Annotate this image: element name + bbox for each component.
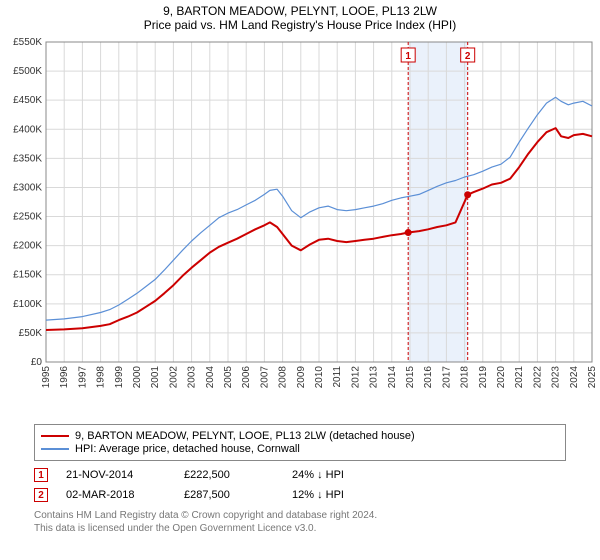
svg-text:£350K: £350K — [13, 153, 42, 164]
svg-text:£200K: £200K — [13, 241, 42, 252]
svg-text:2018: 2018 — [460, 366, 471, 389]
svg-text:2000: 2000 — [132, 366, 143, 389]
legend-item: HPI: Average price, detached house, Corn… — [41, 443, 559, 455]
marker-note: 24% ↓ HPI — [292, 469, 412, 481]
svg-text:£100K: £100K — [13, 299, 42, 310]
footer-line: This data is licensed under the Open Gov… — [34, 522, 566, 535]
svg-text:2009: 2009 — [296, 366, 307, 389]
marker-date: 21-NOV-2014 — [66, 469, 166, 481]
svg-text:1997: 1997 — [77, 366, 88, 389]
marker-date: 02-MAR-2018 — [66, 489, 166, 501]
svg-text:1998: 1998 — [96, 366, 107, 389]
svg-text:2012: 2012 — [350, 366, 361, 389]
svg-text:£550K: £550K — [13, 37, 42, 48]
marker-badge: 1 — [34, 468, 48, 482]
svg-text:2013: 2013 — [369, 366, 380, 389]
marker-price: £222,500 — [184, 469, 274, 481]
legend-item: 9, BARTON MEADOW, PELYNT, LOOE, PL13 2LW… — [41, 430, 559, 442]
svg-text:£250K: £250K — [13, 212, 42, 223]
marker-note: 12% ↓ HPI — [292, 489, 412, 501]
svg-text:2001: 2001 — [150, 366, 161, 389]
footer-line: Contains HM Land Registry data © Crown c… — [34, 509, 566, 522]
legend-swatch — [41, 448, 69, 450]
chart-subtitle: Price paid vs. HM Land Registry's House … — [0, 18, 600, 36]
svg-text:1: 1 — [405, 51, 411, 62]
svg-text:£300K: £300K — [13, 182, 42, 193]
svg-text:2005: 2005 — [223, 366, 234, 389]
svg-text:2: 2 — [465, 51, 471, 62]
svg-text:£150K: £150K — [13, 270, 42, 281]
svg-text:2023: 2023 — [551, 366, 562, 389]
svg-text:2007: 2007 — [259, 366, 270, 389]
svg-text:2022: 2022 — [532, 366, 543, 389]
svg-text:2014: 2014 — [387, 366, 398, 389]
svg-text:2004: 2004 — [205, 366, 216, 389]
svg-text:2021: 2021 — [514, 366, 525, 389]
marker-badge: 2 — [34, 488, 48, 502]
svg-text:2002: 2002 — [168, 366, 179, 389]
chart-title: 9, BARTON MEADOW, PELYNT, LOOE, PL13 2LW — [0, 0, 600, 18]
svg-text:£400K: £400K — [13, 124, 42, 135]
svg-text:2024: 2024 — [569, 366, 580, 389]
svg-text:2020: 2020 — [496, 366, 507, 389]
svg-text:2010: 2010 — [314, 366, 325, 389]
svg-text:2017: 2017 — [441, 366, 452, 389]
chart-container: 9, BARTON MEADOW, PELYNT, LOOE, PL13 2LW… — [0, 0, 600, 560]
marker-row: 2 02-MAR-2018 £287,500 12% ↓ HPI — [34, 485, 566, 505]
footer-attribution: Contains HM Land Registry data © Crown c… — [34, 509, 566, 535]
svg-text:£50K: £50K — [19, 328, 43, 339]
legend-label: 9, BARTON MEADOW, PELYNT, LOOE, PL13 2LW… — [75, 430, 415, 442]
svg-text:2025: 2025 — [587, 366, 598, 389]
svg-text:2019: 2019 — [478, 366, 489, 389]
svg-text:2015: 2015 — [405, 366, 416, 389]
marker-row: 1 21-NOV-2014 £222,500 24% ↓ HPI — [34, 465, 566, 485]
legend: 9, BARTON MEADOW, PELYNT, LOOE, PL13 2LW… — [34, 424, 566, 461]
svg-text:2016: 2016 — [423, 366, 434, 389]
svg-text:1995: 1995 — [41, 366, 52, 389]
svg-text:2011: 2011 — [332, 366, 343, 388]
chart-plot: £0£50K£100K£150K£200K£250K£300K£350K£400… — [0, 36, 600, 418]
svg-text:1999: 1999 — [114, 366, 125, 389]
svg-text:2008: 2008 — [278, 366, 289, 389]
svg-text:£500K: £500K — [13, 66, 42, 77]
svg-text:1996: 1996 — [59, 366, 70, 389]
marker-table: 1 21-NOV-2014 £222,500 24% ↓ HPI 2 02-MAR-201… — [34, 465, 566, 505]
legend-swatch — [41, 435, 69, 437]
svg-text:2006: 2006 — [241, 366, 252, 389]
marker-price: £287,500 — [184, 489, 274, 501]
svg-text:2003: 2003 — [187, 366, 198, 389]
svg-text:£450K: £450K — [13, 95, 42, 106]
legend-label: HPI: Average price, detached house, Corn… — [75, 443, 300, 455]
